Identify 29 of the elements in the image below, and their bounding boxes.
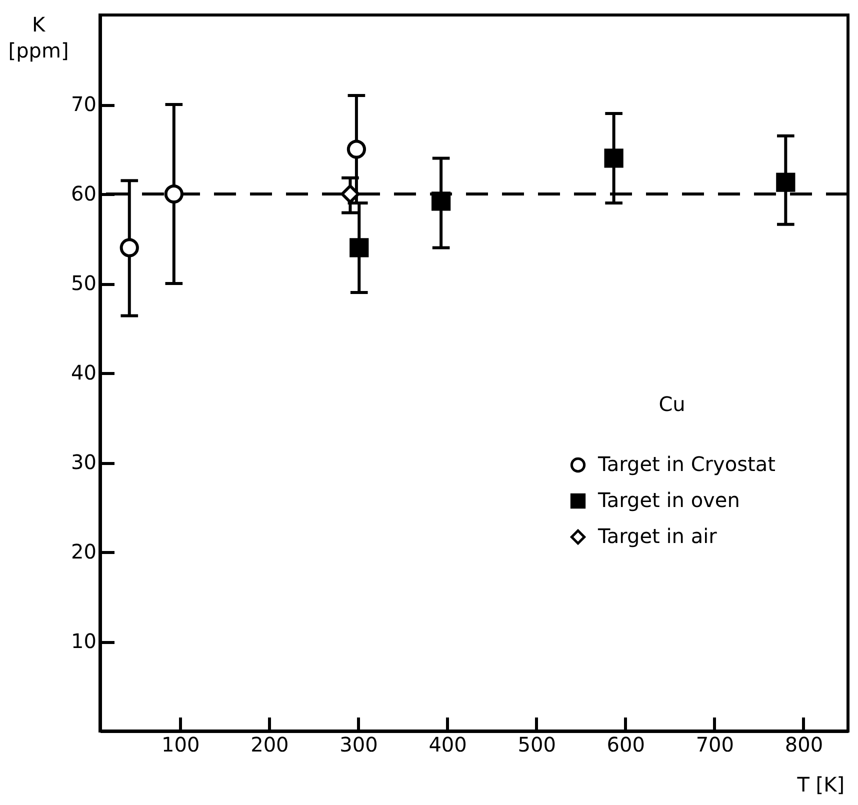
point <box>164 184 184 204</box>
legend-title: Cu <box>658 392 686 416</box>
x-tick-label: 600 <box>606 732 645 756</box>
point <box>350 238 369 258</box>
y-tick-label: 40 <box>71 360 96 384</box>
y-tick-label: 20 <box>71 540 96 564</box>
point <box>431 192 451 211</box>
x-tick-label: 800 <box>784 732 824 756</box>
y-tick-label: 30 <box>71 450 96 474</box>
x-tick-label: 500 <box>518 732 556 756</box>
point <box>776 172 796 192</box>
legend-label: Target in oven <box>597 488 740 512</box>
x-axis-title: T [K] <box>796 772 844 796</box>
x-tick-label: 300 <box>340 732 378 756</box>
y-tick-label: 60 <box>71 182 96 206</box>
point <box>340 184 360 204</box>
x-tick-label: 700 <box>696 732 734 756</box>
y-tick-label: 50 <box>71 271 96 295</box>
legend-label: Target in air <box>597 524 718 548</box>
point <box>346 140 366 159</box>
y-tick-label: 70 <box>71 92 96 116</box>
x-tick-label: 400 <box>428 732 467 756</box>
point <box>604 148 624 168</box>
x-tick-label: 100 <box>162 732 200 756</box>
legend-label: Target in Cryostat <box>597 452 776 476</box>
y-tick-label: 10 <box>71 629 96 653</box>
y-axis-title: K [ppm] <box>8 12 69 62</box>
point <box>120 238 139 258</box>
x-tick-label: 200 <box>250 732 289 756</box>
